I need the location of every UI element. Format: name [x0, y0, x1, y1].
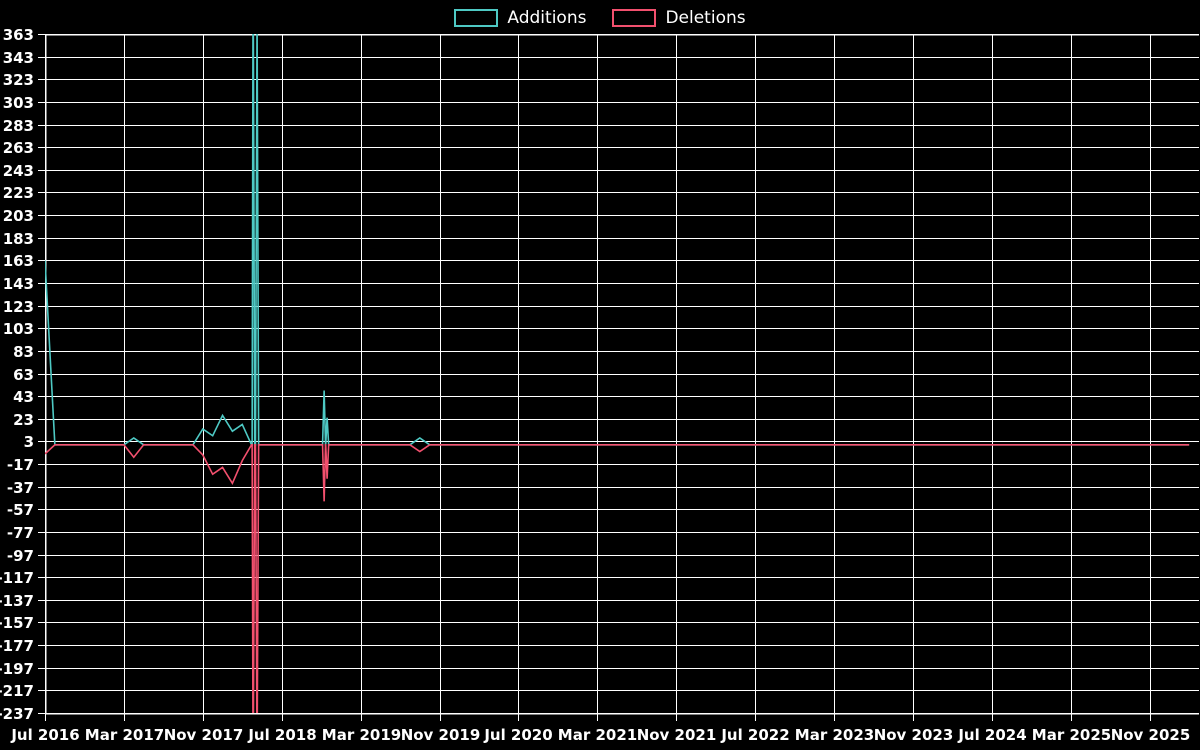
y-axis-tick-label: 3 — [24, 433, 34, 451]
x-axis-tick-label: Jul 2018 — [247, 726, 316, 744]
y-axis-tick-label: -157 — [0, 614, 34, 632]
y-axis-tick-label: 23 — [13, 411, 34, 429]
y-axis-tick-label: 63 — [13, 366, 34, 384]
y-axis-tick-label: -177 — [0, 637, 34, 655]
legend-label-additions: Additions — [507, 8, 587, 28]
y-axis-tick-label: 183 — [3, 230, 34, 248]
chart-legend: Additions Deletions — [0, 0, 1200, 36]
x-axis-tick-label: Jul 2022 — [720, 726, 789, 744]
y-axis-tick-label: 243 — [3, 162, 34, 180]
x-axis-tick-label: Nov 2021 — [637, 726, 717, 744]
y-axis-tick-label: -37 — [7, 479, 34, 497]
y-axis-tick-label: -197 — [0, 660, 34, 678]
y-axis-tick-label: 143 — [3, 275, 34, 293]
legend-entry-deletions[interactable]: Deletions — [612, 8, 746, 28]
y-axis-tick-label: 363 — [3, 26, 34, 44]
y-axis-tick-label: 223 — [3, 184, 34, 202]
series-line-deletions — [45, 444, 1190, 713]
y-axis-tick-label: 263 — [3, 139, 34, 157]
x-axis-tick-label: Nov 2025 — [1111, 726, 1191, 744]
x-axis-tick-label: Mar 2023 — [795, 726, 874, 744]
x-axis-tick-label: Jul 2020 — [483, 726, 552, 744]
legend-label-deletions: Deletions — [665, 8, 746, 28]
y-axis-tick-label: -237 — [0, 705, 34, 723]
y-axis-tick-label: 343 — [3, 49, 34, 67]
y-axis-tick-label: 43 — [13, 388, 34, 406]
y-axis-tick-label: -137 — [0, 592, 34, 610]
y-axis-tick-label: 103 — [3, 320, 34, 338]
y-axis-tick-label: 163 — [3, 252, 34, 270]
y-axis-tick-label: 303 — [3, 94, 34, 112]
x-axis-tick-label: Jul 2016 — [10, 726, 79, 744]
x-axis-tick-label: Nov 2023 — [874, 726, 954, 744]
series-line-additions — [45, 34, 1190, 446]
y-axis-tick-label: 283 — [3, 117, 34, 135]
x-axis-tick-label: Mar 2021 — [558, 726, 637, 744]
x-axis-tick-label: Nov 2019 — [401, 726, 481, 744]
x-axis-tick-label: Nov 2017 — [164, 726, 244, 744]
series-layer — [45, 34, 1190, 713]
y-axis-tick-label: -117 — [0, 569, 34, 587]
y-axis-tick-label: -57 — [7, 501, 34, 519]
y-axis-tick-label: 123 — [3, 298, 34, 316]
y-axis-tick-label: 83 — [13, 343, 34, 361]
legend-swatch-deletions — [612, 9, 657, 27]
y-axis-tick-label: -217 — [0, 682, 34, 700]
x-axis-tick-label: Mar 2019 — [322, 726, 401, 744]
x-axis-tick-label: Mar 2017 — [85, 726, 164, 744]
y-axis-tick-label: -17 — [7, 456, 34, 474]
x-axis-tick-label: Jul 2024 — [957, 726, 1026, 744]
legend-swatch-additions — [454, 9, 499, 27]
y-axis-tick-label: 323 — [3, 71, 34, 89]
y-axis-tick-label: -97 — [7, 547, 34, 565]
y-axis-tick-label: 203 — [3, 207, 34, 225]
y-axis-tick-label: -77 — [7, 524, 34, 542]
legend-entry-additions[interactable]: Additions — [454, 8, 586, 28]
x-axis-tick-label: Mar 2025 — [1032, 726, 1111, 744]
